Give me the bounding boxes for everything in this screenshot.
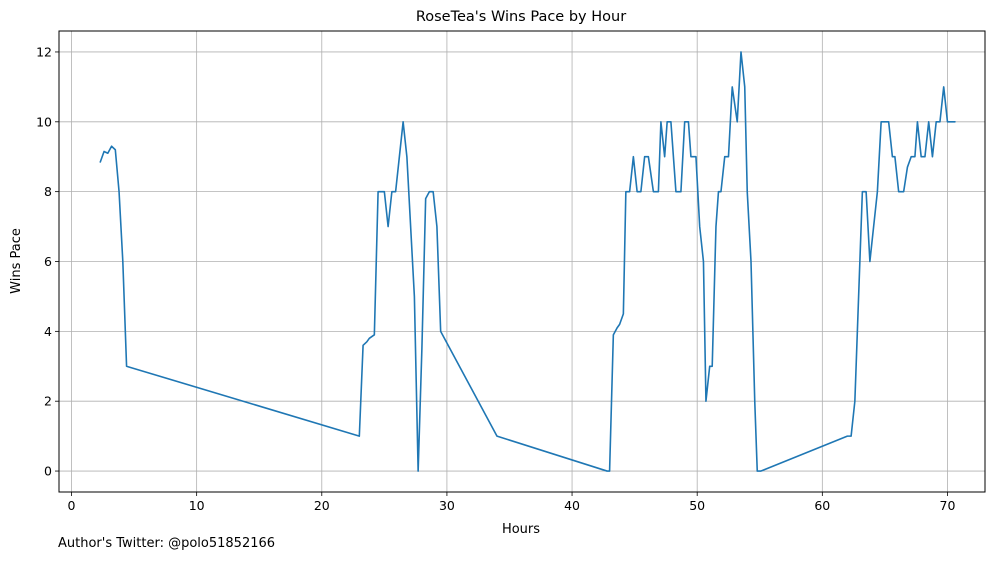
x-tick-label: 40 bbox=[564, 498, 580, 513]
x-tick-label: 30 bbox=[439, 498, 455, 513]
y-tick-label: 12 bbox=[36, 44, 52, 59]
x-tick-label: 50 bbox=[689, 498, 705, 513]
y-tick-label: 4 bbox=[44, 324, 52, 339]
x-tick-label: 70 bbox=[940, 498, 956, 513]
x-tick-label: 20 bbox=[314, 498, 330, 513]
y-axis-label: Wins Pace bbox=[9, 228, 24, 294]
grid bbox=[59, 31, 985, 492]
x-tick-label: 0 bbox=[68, 498, 76, 513]
author-credit: Author's Twitter: @polo51852166 bbox=[58, 536, 276, 551]
chart-title: RoseTea's Wins Pace by Hour bbox=[416, 9, 626, 25]
y-tick-label: 0 bbox=[44, 464, 52, 479]
x-tick-label: 60 bbox=[814, 498, 830, 513]
series-line bbox=[99, 51, 956, 472]
axis-ticks: 0 10 20 30 40 50 60 70 0 2 4 6 8 10 12 bbox=[36, 44, 955, 513]
y-tick-label: 10 bbox=[36, 114, 52, 129]
y-tick-label: 6 bbox=[44, 254, 52, 269]
y-tick-label: 2 bbox=[44, 394, 52, 409]
y-tick-label: 8 bbox=[44, 184, 52, 199]
series-layer bbox=[99, 51, 956, 472]
x-tick-label: 10 bbox=[189, 498, 205, 513]
x-axis-label: Hours bbox=[502, 522, 540, 537]
